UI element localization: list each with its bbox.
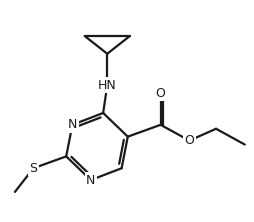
Text: S: S [29, 162, 37, 175]
Text: N: N [86, 174, 96, 186]
Text: HN: HN [98, 79, 117, 92]
Text: O: O [156, 87, 166, 100]
Text: N: N [68, 118, 77, 131]
Text: O: O [184, 134, 194, 147]
